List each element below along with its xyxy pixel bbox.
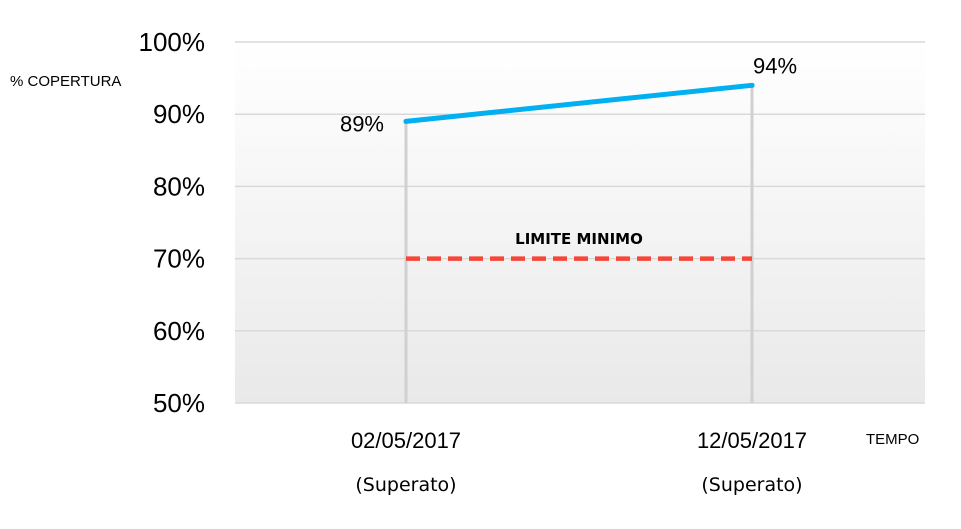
- threshold-label: LIMITE MINIMO: [515, 230, 643, 248]
- y-tick-label: 70%: [153, 244, 205, 274]
- y-axis-title: % COPERTURA: [10, 73, 121, 90]
- y-tick-label: 50%: [153, 388, 205, 418]
- x-tick-label: 02/05/2017: [351, 428, 461, 453]
- x-tick-label: 12/05/2017: [697, 428, 807, 453]
- data-point: [403, 118, 409, 124]
- x-tick-note: (Superato): [355, 474, 456, 496]
- y-tick-label: 80%: [153, 171, 205, 201]
- data-label: 94%: [753, 53, 797, 78]
- y-tick-label: 60%: [153, 316, 205, 346]
- data-label: 89%: [340, 111, 384, 136]
- data-point: [749, 82, 755, 88]
- series-line: [403, 82, 755, 124]
- y-tick-label: 100%: [139, 27, 206, 57]
- y-tick-label: 90%: [153, 99, 205, 129]
- x-axis-title: TEMPO: [866, 431, 919, 448]
- plot-area: [235, 42, 925, 403]
- x-tick-note: (Superato): [701, 474, 802, 496]
